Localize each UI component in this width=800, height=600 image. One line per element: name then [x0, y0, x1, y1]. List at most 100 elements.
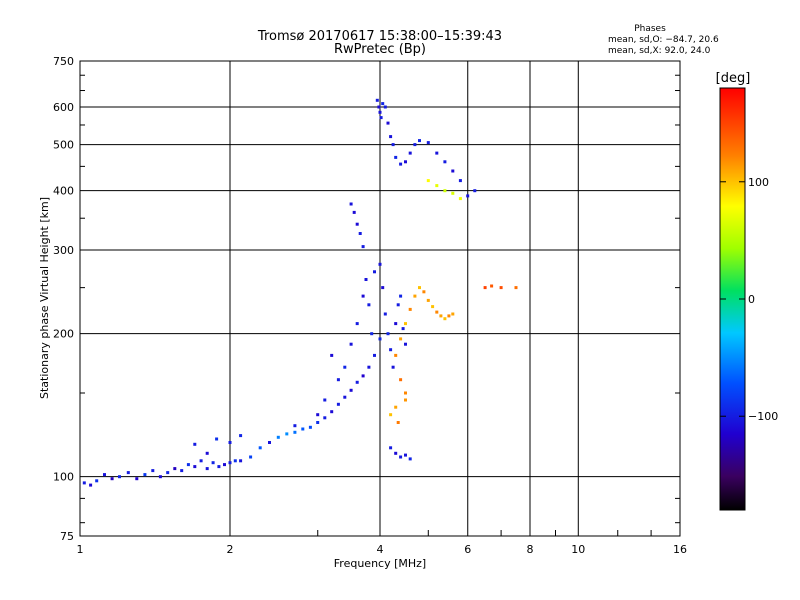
data-point	[383, 312, 387, 316]
x-tick-label: 10	[571, 543, 585, 556]
colorbar-ticks: 100 0 −100	[720, 176, 778, 423]
data-point	[126, 471, 130, 475]
data-point	[233, 459, 237, 463]
data-point	[490, 284, 494, 288]
data-point	[386, 121, 390, 125]
data-point	[249, 455, 253, 459]
data-point	[228, 441, 232, 444]
data-point	[308, 425, 312, 429]
data-point	[394, 322, 398, 326]
data-point	[389, 413, 393, 417]
stats-x-mode: mean, sd,X: 92.0, 24.0	[608, 46, 711, 56]
data-point	[404, 322, 407, 326]
data-point	[404, 342, 407, 346]
stats-heading: Phases	[634, 24, 666, 34]
data-point	[377, 105, 381, 109]
data-point	[343, 395, 347, 399]
y-tick-label: 600	[53, 101, 74, 114]
data-point	[373, 353, 376, 357]
data-point	[82, 481, 86, 485]
data-point	[394, 155, 398, 159]
data-point	[396, 421, 400, 424]
data-point	[228, 461, 232, 465]
data-point	[391, 365, 395, 369]
data-point	[151, 469, 155, 473]
data-point	[418, 139, 421, 143]
data-point	[239, 459, 243, 463]
data-point	[361, 245, 365, 249]
data-point	[268, 441, 271, 444]
data-point	[285, 432, 289, 436]
data-points	[82, 98, 518, 487]
x-axis: 1 2 4 6 8 10 16	[77, 530, 687, 556]
data-point	[361, 374, 365, 378]
y-tick-label: 500	[53, 139, 74, 152]
data-point	[483, 286, 487, 290]
data-point	[135, 477, 139, 481]
y-axis-label: Stationary phase Virtual Height [km]	[38, 197, 51, 399]
data-point	[180, 469, 184, 473]
data-point	[443, 317, 447, 321]
data-point	[499, 286, 503, 290]
data-point	[349, 202, 353, 206]
data-point	[223, 463, 226, 467]
data-point	[193, 442, 197, 446]
y-tick-label: 75	[60, 530, 74, 543]
data-point	[361, 294, 365, 298]
data-point	[458, 197, 462, 201]
data-point	[211, 461, 215, 465]
y-tick-label: 100	[53, 471, 74, 484]
data-point	[323, 416, 327, 420]
data-point	[466, 194, 470, 198]
data-point	[316, 421, 320, 424]
data-point	[435, 184, 439, 188]
data-point	[399, 378, 403, 382]
data-point	[404, 398, 407, 402]
data-point	[276, 435, 280, 439]
stats-o-mode: mean, sd,O: −84.7, 20.6	[608, 35, 719, 45]
data-point	[186, 463, 190, 467]
colorbar-tick-label: −100	[748, 410, 778, 423]
data-point	[394, 353, 398, 357]
data-point	[375, 98, 379, 102]
data-point	[431, 305, 435, 309]
data-point	[451, 312, 455, 316]
data-point	[158, 475, 162, 479]
data-point	[330, 410, 334, 414]
data-point	[349, 388, 353, 392]
data-point	[330, 353, 334, 357]
data-point	[215, 437, 219, 441]
data-point	[426, 298, 430, 302]
data-point	[293, 430, 297, 434]
data-point	[258, 446, 262, 450]
data-point	[422, 290, 426, 294]
data-point	[378, 337, 382, 341]
data-point	[408, 151, 412, 155]
data-point	[413, 294, 417, 298]
data-point	[193, 465, 197, 469]
data-point	[143, 473, 147, 477]
y-axis: 75 100 200 300 400 500 600 750	[53, 55, 680, 543]
chart-title: Tromsø 20170617 15:38:00–15:39:43	[257, 29, 502, 44]
colorbar-tick-label: 100	[748, 176, 769, 189]
data-point	[370, 332, 374, 336]
data-point	[355, 380, 359, 384]
data-point	[379, 116, 383, 120]
data-point	[373, 270, 376, 274]
data-point	[413, 143, 417, 147]
data-point	[404, 391, 407, 395]
data-point	[473, 189, 477, 193]
data-point	[451, 191, 455, 195]
data-point	[199, 459, 203, 463]
data-point	[316, 413, 320, 417]
data-point	[418, 286, 421, 290]
y-tick-label: 750	[53, 55, 74, 68]
data-point	[401, 327, 405, 331]
data-point	[89, 483, 93, 487]
data-point	[447, 314, 451, 318]
data-point	[378, 110, 382, 114]
data-point	[381, 286, 385, 290]
data-point	[426, 179, 430, 183]
data-point	[443, 160, 447, 164]
